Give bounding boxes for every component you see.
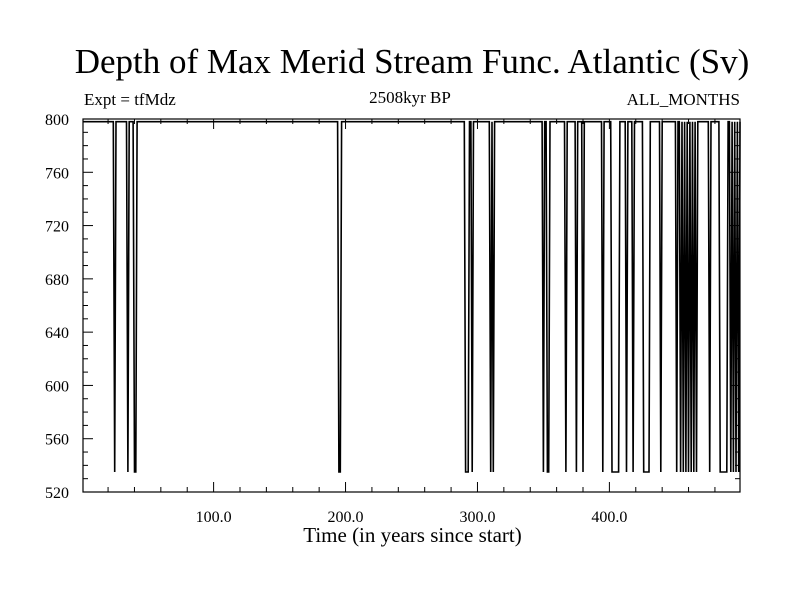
x-tick-label: 300.0	[459, 509, 495, 526]
plot-frame	[82, 118, 741, 493]
y-tick-label: 560	[45, 432, 69, 449]
series-line	[83, 120, 741, 473]
x-tick-label: 100.0	[196, 509, 232, 526]
y-tick-label: 680	[45, 272, 69, 289]
y-tick-label: 720	[45, 219, 69, 236]
months-label: ALL_MONTHS	[626, 90, 740, 109]
x-tick-label: 200.0	[328, 509, 364, 526]
chart-subtitle: 2508kyr BP	[369, 88, 451, 107]
y-tick-label: 800	[45, 112, 69, 129]
y-tick-label: 760	[45, 165, 69, 182]
x-tick-label: 400.0	[591, 509, 627, 526]
x-axis-label: Time (in years since start)	[303, 523, 522, 547]
chart-title: Depth of Max Merid Stream Func. Atlantic…	[74, 42, 750, 81]
experiment-label: Expt = tfMdz	[84, 90, 176, 109]
y-tick-label: 640	[45, 325, 69, 342]
y-tick-label: 600	[45, 378, 69, 395]
y-tick-label: 520	[45, 485, 69, 502]
